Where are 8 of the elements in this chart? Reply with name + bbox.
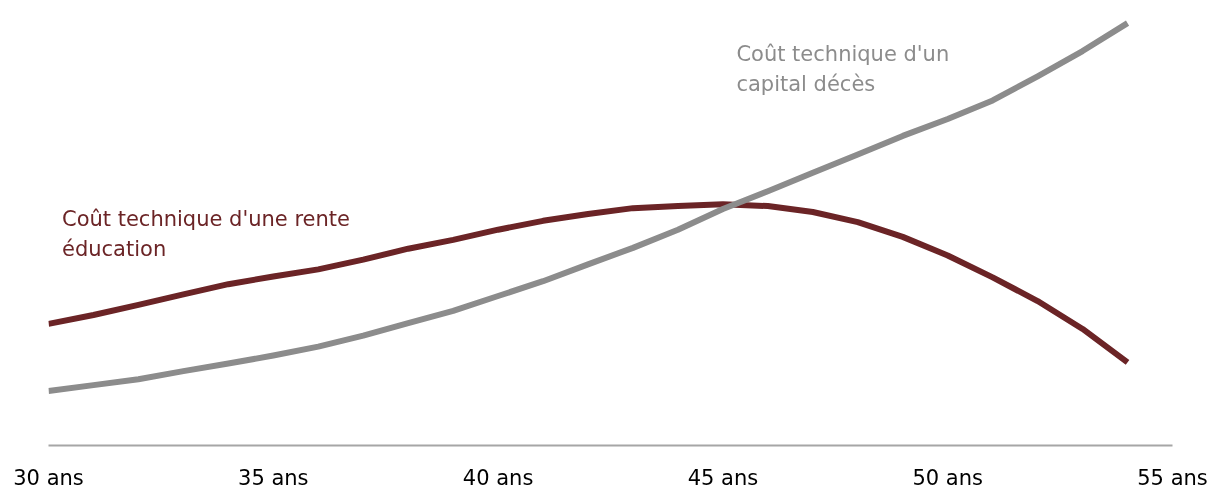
x-tick-label: 40 ans xyxy=(462,465,534,490)
series-label: Coût technique d'une rente éducation xyxy=(61,206,350,261)
x-tick-label: 55 ans xyxy=(1137,465,1208,490)
series-label: Coût technique d'un capital décès xyxy=(736,42,950,97)
x-tick-label: 50 ans xyxy=(912,465,983,490)
x-tick-label: 35 ans xyxy=(238,465,309,490)
x-tick-label: 30 ans xyxy=(13,465,84,490)
x-tick-label: 45 ans xyxy=(687,465,759,490)
